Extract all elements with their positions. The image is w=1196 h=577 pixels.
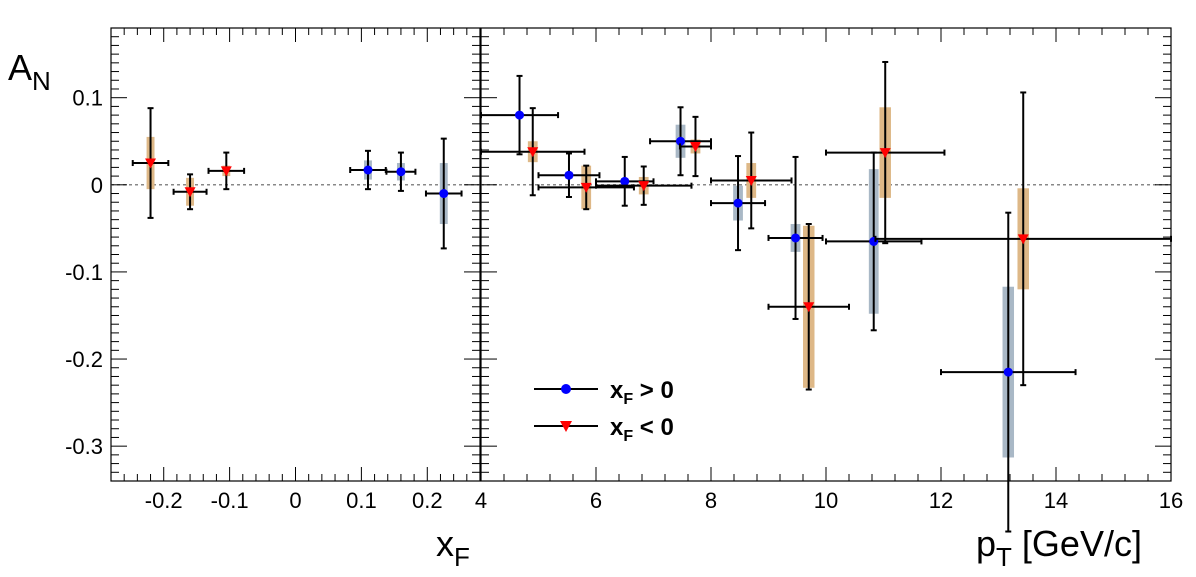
right-panel-pt: 4 6 8 10 12 14 16	[475, 27, 1183, 533]
y-axis-title: AN	[8, 47, 51, 96]
x-axis-title-right-sub: T	[996, 542, 1012, 572]
data-point-xf-negative	[184, 187, 196, 198]
data-point-xf-positive	[1003, 367, 1013, 377]
x-tick-label: 0	[289, 488, 301, 513]
data-point-xf-negative	[580, 182, 592, 193]
x-tick-label: 12	[929, 488, 953, 513]
plot-frame	[480, 27, 1172, 482]
legend-label-neg-rest: < 0	[633, 414, 674, 441]
x-tick-label: -0.2	[145, 488, 183, 513]
legend-label-pos-main: x	[610, 377, 624, 404]
x-tick-label: 4	[475, 488, 487, 513]
x-tick-label: 0.1	[346, 488, 377, 513]
plot-frame	[110, 27, 481, 482]
legend: xF > 0 xF < 0	[534, 377, 674, 445]
y-tick-label: -0.3	[65, 434, 103, 459]
legend-marker-pos	[561, 384, 571, 394]
data-point-xf-negative	[220, 166, 232, 177]
data-point-xf-positive	[439, 189, 449, 199]
legend-label-neg-main: x	[610, 414, 624, 441]
y-axis-title-sub: N	[32, 66, 51, 96]
data-point-xf-positive	[676, 136, 686, 146]
legend-label-pos-sub: F	[623, 391, 633, 408]
axis-titles: AN xF pT [GeV/c]	[8, 47, 1142, 572]
y-tick-label: -0.2	[65, 347, 103, 372]
x-axis-title-right-main: p	[976, 523, 996, 564]
data-point-xf-negative	[803, 302, 815, 313]
legend-label-pos-rest: > 0	[633, 377, 674, 404]
legend-label-neg-sub: F	[623, 428, 633, 445]
x-tick-label: 14	[1044, 488, 1068, 513]
data-point-xf-positive	[791, 233, 801, 243]
data-point-xf-positive	[515, 110, 525, 120]
y-tick-label: -0.1	[65, 260, 103, 285]
data-point-xf-negative	[145, 158, 157, 169]
y-axis-title-main: A	[8, 47, 32, 88]
left-panel-xf: -0.2 -0.1 0 0.1 0.2 -0.3 -0.2 -0.1 0 0.1	[65, 27, 481, 513]
legend-label-neg: xF < 0	[610, 414, 674, 445]
x-tick-label: 6	[590, 488, 602, 513]
legend-marker-neg	[560, 421, 572, 432]
data-point-xf-negative	[638, 181, 650, 192]
data-point-xf-negative	[879, 148, 891, 159]
data-point-xf-positive	[620, 176, 630, 186]
y-tick-label: 0.1	[72, 86, 103, 111]
data-point-xf-positive	[396, 167, 406, 177]
x-axis-title-right: pT [GeV/c]	[976, 523, 1142, 572]
x-axis-title-left-main: x	[436, 523, 454, 564]
data-point-xf-negative	[689, 141, 701, 152]
x-tick-label: -0.1	[211, 488, 249, 513]
data-point-xf-positive	[363, 165, 373, 175]
x-tick-label: 0.2	[412, 488, 443, 513]
data-point-xf-negative	[745, 175, 757, 186]
x-tick-label: 16	[1159, 488, 1183, 513]
data-point-xf-negative	[527, 147, 539, 158]
x-axis-title-right-rest: [GeV/c]	[1012, 523, 1142, 564]
y-tick-label: 0	[91, 173, 103, 198]
data-point-xf-negative	[1017, 234, 1029, 245]
data-point-xf-positive	[733, 198, 743, 208]
legend-label-pos: xF > 0	[610, 377, 674, 408]
x-axis-title-left: xF	[436, 523, 470, 572]
data-point-xf-positive	[564, 170, 574, 180]
x-axis-title-left-sub: F	[454, 542, 470, 572]
x-tick-label: 10	[814, 488, 838, 513]
x-tick-label: 8	[705, 488, 717, 513]
